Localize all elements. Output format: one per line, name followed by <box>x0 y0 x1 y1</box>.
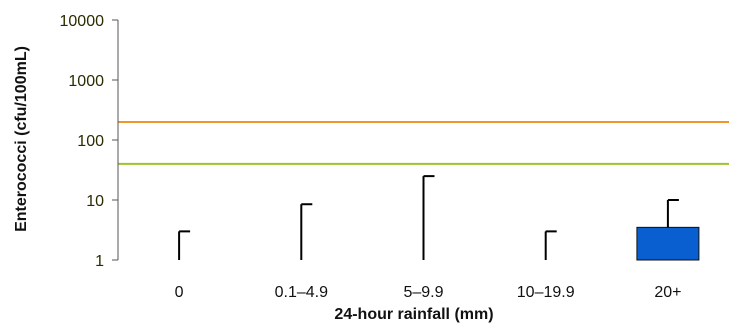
x-tick-label: 0 <box>175 284 184 301</box>
y-tick-label: 1 <box>95 253 104 270</box>
x-tick-label: 5–9.9 <box>403 284 443 301</box>
y-tick-label: 1000 <box>68 73 104 90</box>
x-tick-label: 20+ <box>654 284 681 301</box>
bar <box>636 226 700 261</box>
y-axis-title: Enterococci (cfu/100mL) <box>13 46 30 232</box>
x-axis-title: 24-hour rainfall (mm) <box>334 306 493 323</box>
x-tick-label: 10–19.9 <box>517 284 575 301</box>
x-ticks: 0 0.1–4.9 5–9.9 10–19.9 20+ <box>175 284 682 301</box>
error-bars <box>178 175 679 260</box>
x-tick-label: 0.1–4.9 <box>275 284 328 301</box>
bars <box>636 226 700 261</box>
y-ticks: 1 10 100 1000 10000 <box>60 13 118 270</box>
y-tick-label: 10000 <box>60 13 105 30</box>
y-tick-label: 10 <box>86 193 104 210</box>
y-tick-label: 100 <box>77 133 104 150</box>
reference-lines <box>118 120 729 165</box>
